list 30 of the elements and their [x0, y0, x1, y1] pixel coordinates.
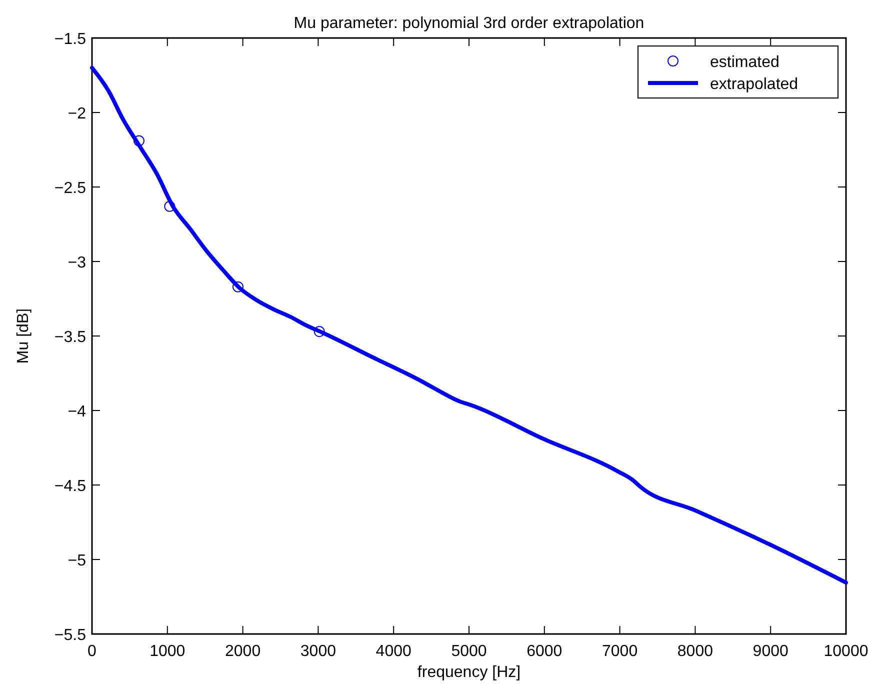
x-tick-label: 7000 — [602, 643, 638, 660]
y-tick-label: −4 — [68, 404, 86, 420]
point — [164, 200, 176, 212]
chart-title: Mu parameter: polynomial 3rd order extrapolation — [294, 15, 644, 32]
x-tick-label: 4000 — [376, 643, 412, 660]
x-tick-label: 9000 — [752, 643, 788, 660]
y-tick-label: −5.5 — [54, 627, 86, 644]
legend-label: estimated — [710, 54, 780, 71]
line-series — [90, 66, 848, 585]
point — [314, 326, 325, 338]
x-tick-label: 3000 — [300, 643, 336, 660]
x-tick-label: 1000 — [150, 643, 186, 660]
x-tick-label: 8000 — [677, 643, 714, 660]
y-tick-label: −1.5 — [54, 31, 86, 48]
x-tick-label: 10000 — [824, 643, 868, 660]
y-axis-title: Mu [dB] — [15, 308, 32, 364]
y-tick-label: −2.5 — [54, 180, 86, 197]
y-tick-label: −4.5 — [54, 478, 86, 495]
point — [232, 281, 244, 292]
x-axis-title: frequency [Hz] — [417, 664, 521, 681]
legend-label: extrapolated — [710, 76, 798, 93]
x-tick-label: 5000 — [451, 643, 487, 660]
x-tick-label: 6000 — [526, 643, 562, 660]
x-tick-label: 0 — [88, 643, 97, 660]
y-tick-label: −2 — [68, 106, 86, 122]
y-tick-label: −3 — [68, 254, 86, 272]
x-tick-label: 2000 — [225, 643, 261, 660]
y-tick-label: −5 — [68, 552, 86, 570]
y-tick-label: −3.5 — [54, 329, 86, 346]
point — [133, 135, 144, 146]
